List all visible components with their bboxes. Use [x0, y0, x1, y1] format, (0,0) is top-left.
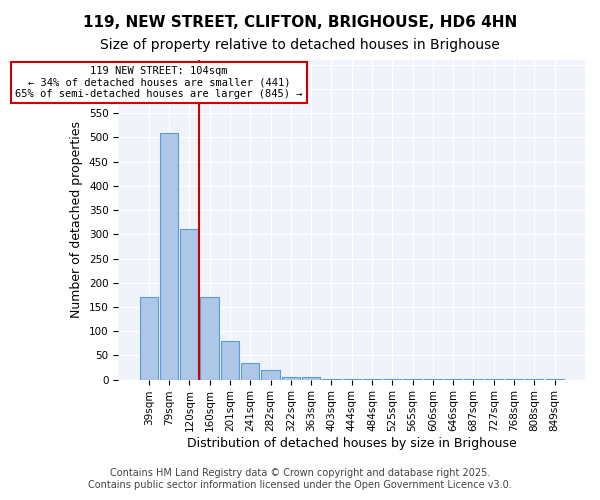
- Text: Size of property relative to detached houses in Brighouse: Size of property relative to detached ho…: [100, 38, 500, 52]
- Bar: [241, 362, 259, 380]
- Bar: [302, 377, 320, 380]
- Bar: [180, 230, 199, 380]
- Text: 119 NEW STREET: 104sqm
← 34% of detached houses are smaller (441)
65% of semi-de: 119 NEW STREET: 104sqm ← 34% of detached…: [15, 66, 302, 99]
- Bar: [322, 378, 341, 380]
- Bar: [343, 378, 361, 380]
- Y-axis label: Number of detached properties: Number of detached properties: [70, 122, 83, 318]
- Bar: [160, 132, 178, 380]
- X-axis label: Distribution of detached houses by size in Brighouse: Distribution of detached houses by size …: [187, 437, 517, 450]
- Text: Contains HM Land Registry data © Crown copyright and database right 2025.
Contai: Contains HM Land Registry data © Crown c…: [88, 468, 512, 490]
- Bar: [221, 341, 239, 380]
- Bar: [200, 298, 219, 380]
- Bar: [262, 370, 280, 380]
- Bar: [140, 298, 158, 380]
- Bar: [281, 377, 300, 380]
- Text: 119, NEW STREET, CLIFTON, BRIGHOUSE, HD6 4HN: 119, NEW STREET, CLIFTON, BRIGHOUSE, HD6…: [83, 15, 517, 30]
- Bar: [363, 378, 381, 380]
